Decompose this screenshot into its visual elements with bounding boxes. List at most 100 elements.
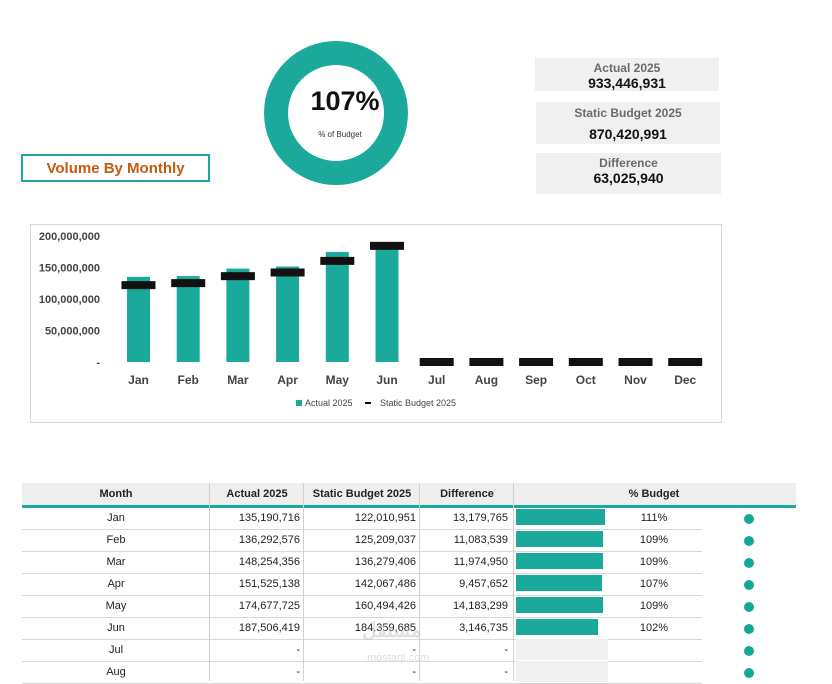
x-tick-label: Jun [376, 373, 397, 387]
col-header-difference: Difference [440, 488, 494, 500]
cell-actual: 151,525,138 [238, 578, 300, 590]
cell-budget: 160,494,426 [354, 600, 416, 612]
cell-month: Mar [106, 556, 126, 568]
kpi-value: 933,446,931 [588, 75, 666, 91]
cell-budget: - [412, 644, 416, 656]
kpi-label: Difference [599, 156, 658, 170]
bar-actual-jan [127, 276, 150, 362]
cell-budget: 125,209,037 [354, 534, 416, 546]
bar-actual-jun [375, 243, 399, 362]
x-tick-label: Jul [428, 373, 445, 387]
table-row [22, 595, 702, 618]
kpi-card-budget: Static Budget 2025 870,420,991 [536, 102, 720, 144]
cell-budget: 136,279,406 [354, 556, 416, 568]
cell-pct-budget: 102% [639, 622, 669, 634]
marker-budget-sep [519, 358, 554, 366]
legend-label-actual: Actual 2025 [305, 398, 353, 408]
volume-monthly-chart: 200,000,000 150,000,000 100,000,000 50,000,… [39, 231, 703, 408]
pct-budget-bar [516, 597, 603, 613]
table-header [22, 483, 796, 508]
cell-pct-budget: 109% [639, 600, 669, 612]
x-tick-label: Mar [227, 373, 249, 387]
marker-budget-apr [270, 268, 305, 277]
kpi-label: Actual 2025 [593, 61, 661, 75]
table-row [22, 507, 702, 530]
cell-difference: 9,457,652 [459, 578, 508, 590]
cell-difference: - [504, 644, 508, 656]
cell-pct-budget [606, 661, 702, 683]
cell-pct-budget: 107% [639, 578, 669, 590]
cell-month: Jul [108, 644, 124, 656]
cell-month: Jun [107, 622, 125, 634]
cell-actual: 136,292,576 [238, 534, 300, 546]
marker-budget-may [320, 256, 355, 265]
watermark-logo: مستقل [362, 620, 422, 642]
column-divider [209, 483, 210, 681]
cell-month: Apr [107, 578, 125, 590]
donut-ring [264, 41, 408, 185]
bar-actual-mar [226, 268, 250, 362]
donut-percent-label: 107% [310, 86, 380, 116]
marker-budget-dec [668, 358, 703, 366]
x-tick-label: Sep [525, 373, 547, 387]
pct-budget-bar [516, 553, 603, 569]
cell-pct-budget [606, 639, 702, 661]
x-tick-label: Dec [674, 373, 696, 387]
bar-actual-feb [176, 276, 200, 362]
column-divider [303, 483, 304, 681]
watermark-url: mostaql.com [367, 652, 430, 664]
cell-pct-budget: 109% [639, 534, 669, 546]
marker-budget-nov [618, 358, 653, 366]
cell-difference: 11,083,539 [453, 534, 508, 546]
budget-donut-chart [264, 41, 408, 185]
cell-actual: 174,677,725 [238, 600, 300, 612]
cell-month: Feb [106, 534, 126, 546]
pct-budget-bar [516, 531, 603, 547]
pct-budget-bar [516, 575, 602, 591]
y-tick-label: 200,000,000 [39, 231, 100, 243]
x-tick-label: Aug [475, 373, 498, 387]
kpi-card-actual: Actual 2025 933,446,931 [535, 58, 719, 91]
cell-difference: 11,974,950 [453, 556, 508, 568]
section-title: Volume By Monthly [21, 154, 210, 182]
legend-swatch-actual [296, 400, 302, 406]
kpi-label: Static Budget 2025 [574, 106, 682, 120]
x-tick-label: Oct [576, 373, 596, 387]
column-divider [513, 483, 514, 681]
col-header-pct-budget: % Budget [628, 488, 680, 500]
status-dot-icon [744, 602, 754, 612]
marker-budget-aug [469, 358, 504, 366]
kpi-value: 870,420,991 [589, 126, 667, 142]
column-divider [419, 483, 420, 681]
cell-budget: 142,067,486 [354, 578, 416, 590]
kpi-value: 63,025,940 [593, 170, 664, 186]
cell-pct-budget: 109% [639, 556, 669, 568]
table-row [22, 617, 702, 640]
marker-budget-feb [171, 279, 206, 288]
cell-difference: 3,146,735 [459, 622, 508, 634]
cell-actual: - [296, 666, 300, 678]
col-header-budget: Static Budget 2025 [312, 488, 412, 500]
cell-month: Jan [107, 512, 125, 524]
legend-label-budget: Static Budget 2025 [380, 398, 456, 408]
marker-budget-jun [370, 241, 404, 250]
cell-difference: 13,179,765 [452, 512, 508, 524]
status-dot-icon [744, 668, 754, 678]
bar-actual-apr [276, 266, 300, 362]
marker-budget-jan [121, 281, 156, 290]
cell-actual: 148,254,356 [238, 556, 300, 568]
table-row [22, 573, 702, 596]
kpi-card-difference: Difference 63,025,940 [536, 153, 721, 194]
y-tick-label: 150,000,000 [39, 263, 100, 275]
cell-pct-budget: 111% [640, 512, 668, 524]
status-dot-icon [744, 646, 754, 656]
cell-actual: 135,190,716 [238, 512, 300, 524]
y-tick-label: 50,000,000 [45, 326, 100, 338]
x-tick-label: May [326, 373, 350, 387]
col-header-month: Month [99, 488, 133, 500]
table-row [22, 529, 702, 552]
x-tick-label: Jan [128, 373, 149, 387]
marker-budget-oct [568, 358, 603, 366]
cell-budget: 122,010,951 [354, 512, 416, 524]
y-tick-label: 100,000,000 [39, 294, 100, 306]
